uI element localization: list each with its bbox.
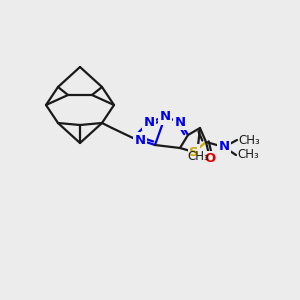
Text: N: N [143, 116, 155, 128]
Text: S: S [189, 146, 199, 158]
Text: O: O [204, 152, 216, 166]
Text: CH₃: CH₃ [237, 148, 259, 161]
Text: N: N [174, 116, 186, 128]
Text: N: N [218, 140, 230, 154]
Text: CH₃: CH₃ [187, 150, 209, 163]
Text: CH₃: CH₃ [238, 134, 260, 146]
Text: N: N [134, 134, 146, 146]
Text: N: N [159, 110, 171, 124]
